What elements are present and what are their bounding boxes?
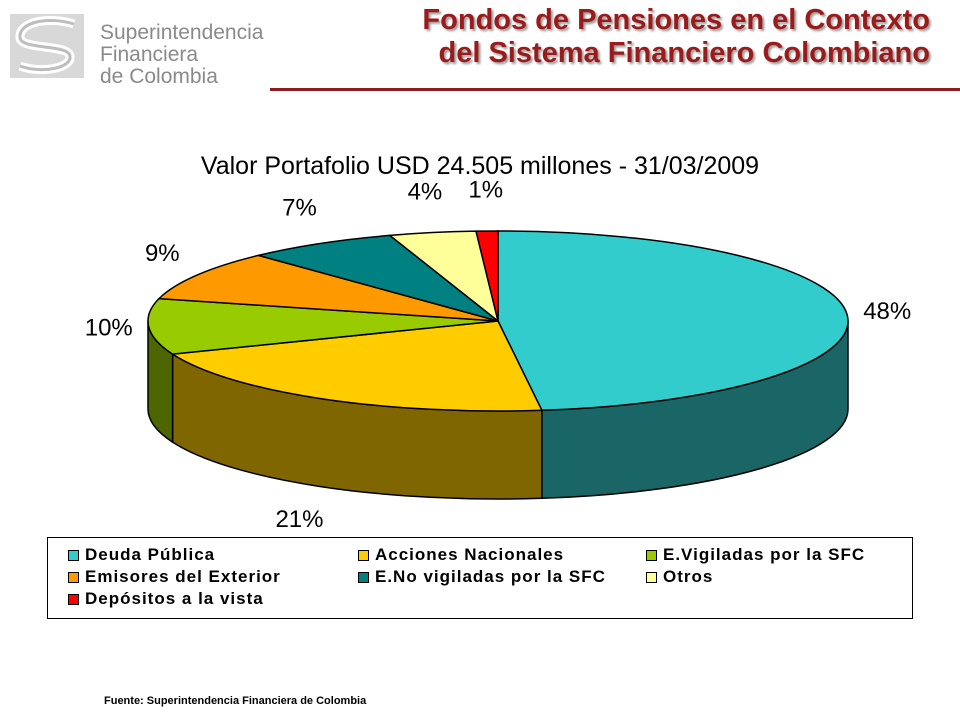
legend-item: E.Vigiladas por la SFC xyxy=(646,545,865,565)
pie-label: 48% xyxy=(863,298,911,325)
pie-label: 9% xyxy=(145,240,180,267)
legend-swatch xyxy=(646,571,657,583)
legend-item: Depósitos a la vista xyxy=(68,589,264,609)
legend-swatch xyxy=(68,571,79,583)
logo-line: Superintendencia xyxy=(100,21,264,44)
pie-slice-deuda-p-blica xyxy=(497,230,849,412)
source-note: Fuente: Superintendencia Financiera de C… xyxy=(104,695,367,707)
page-title: Fondos de Pensiones en el Contexto del S… xyxy=(422,4,930,70)
legend-item: Emisores del Exterior xyxy=(68,567,281,587)
pie-label: 21% xyxy=(275,506,323,533)
legend-swatch xyxy=(68,593,79,605)
pie-slice-emisores-del-exterior xyxy=(157,254,499,322)
legend-label: Depósitos a la vista xyxy=(85,589,264,608)
legend-label: Deuda Pública xyxy=(85,545,216,564)
pie-slice-acciones-nacionales xyxy=(170,320,544,412)
pie-slice-dep-sitos-a-la-vista xyxy=(475,230,499,322)
pie-tops xyxy=(147,230,849,412)
legend-item: Acciones Nacionales xyxy=(358,545,564,565)
legend-item: Otros xyxy=(646,567,713,587)
legend-label: Otros xyxy=(663,567,714,586)
pie-slice-e-no-vigiladas-por-la-sfc xyxy=(258,234,499,322)
logo-line: Financiera xyxy=(100,43,199,66)
pie-label: 10% xyxy=(85,315,133,342)
legend-swatch xyxy=(358,571,369,583)
legend-label: E.Vigiladas por la SFC xyxy=(663,545,866,564)
legend-swatch xyxy=(646,549,657,561)
logo-line: de Colombia xyxy=(100,65,218,88)
legend-label: E.No vigiladas por la SFC xyxy=(375,567,606,586)
legend-swatch xyxy=(68,549,79,561)
header-divider xyxy=(270,88,960,91)
pie-labels: 48% 21% 10% 9% 7% 4% 1% xyxy=(85,176,912,533)
legend-item: Deuda Pública xyxy=(68,545,215,565)
logo-s-icon xyxy=(10,14,84,78)
superintendencia-logo: Superintendencia Financiera de Colombia xyxy=(8,8,268,88)
legend-label: Acciones Nacionales xyxy=(375,545,565,564)
pie-label: 4% xyxy=(408,179,443,206)
legend-swatch xyxy=(358,549,369,561)
legend-label: Emisores del Exterior xyxy=(85,567,281,586)
page-title-line: Fondos de Pensiones en el Contexto xyxy=(422,4,930,36)
chart-title: Valor Portafolio USD 24.505 millones - 3… xyxy=(200,152,760,180)
chart-legend: Deuda Pública Acciones Nacionales E.Vigila… xyxy=(47,537,913,619)
page-title-line: del Sistema Financiero Colombiano xyxy=(438,37,931,69)
legend-item: E.No vigiladas por la SFC xyxy=(358,567,606,587)
pie-slice-e-vigiladas-por-la-sfc xyxy=(147,297,499,355)
pie-label: 1% xyxy=(468,176,503,203)
logo-text: Superintendencia Financiera de Colombia xyxy=(100,22,263,88)
pie-label: 7% xyxy=(282,194,317,221)
